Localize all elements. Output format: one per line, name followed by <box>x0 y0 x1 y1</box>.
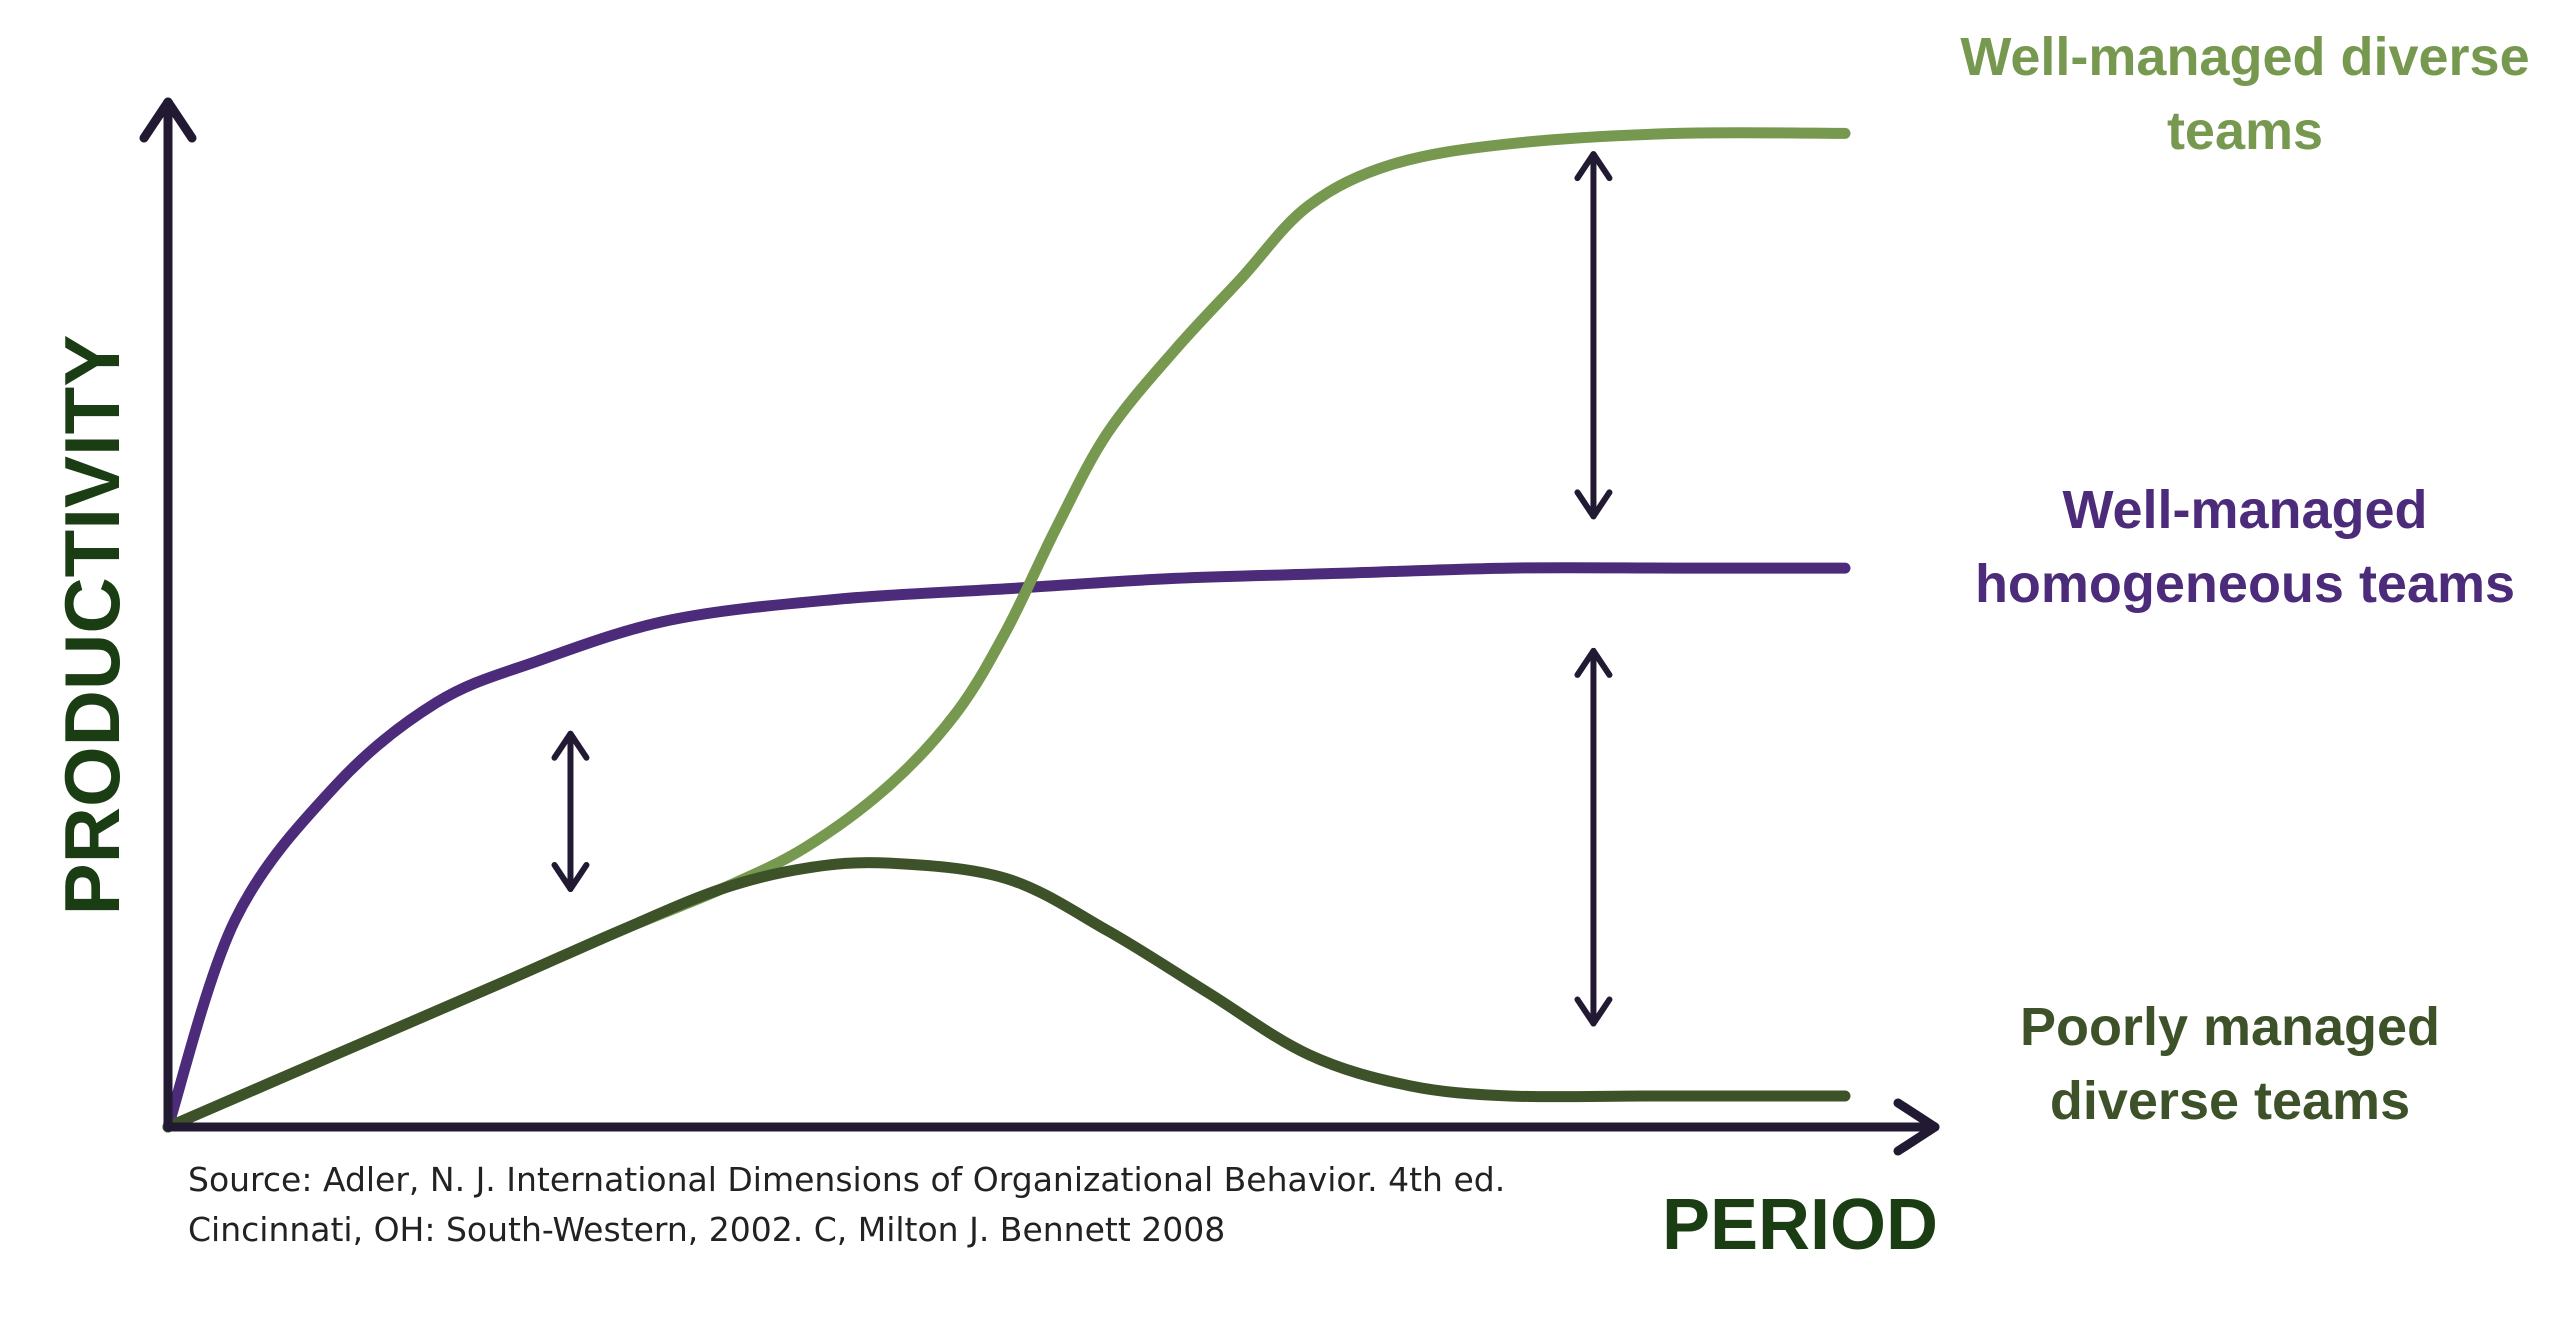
series-label-well-managed-homogeneous: Well-managed homogeneous teams <box>1915 473 2560 621</box>
series-label-line: Well-managed <box>2062 480 2428 540</box>
source-note: Source: Adler, N. J. International Dimen… <box>188 1155 1505 1255</box>
y-axis-title: PRODUCTIVITY <box>48 334 136 916</box>
series-line-poorly-managed-diverse <box>162 857 1851 1133</box>
series-label-line: Well-managed diverse <box>1960 27 2530 87</box>
series-label-poorly-managed-diverse: Poorly managed diverse teams <box>1930 990 2530 1138</box>
y-axis-arrowhead <box>139 97 197 143</box>
double-arrow-head-up <box>1574 647 1613 678</box>
series-label-line: homogeneous teams <box>1974 554 2516 614</box>
double-arrow-head-down <box>1574 996 1613 1027</box>
double-arrow-head-down <box>1574 489 1613 520</box>
x-axis-title: PERIOD <box>1662 1185 1939 1265</box>
x-axis-arrowhead <box>1893 1098 1940 1156</box>
double-arrow-head-up <box>1574 151 1613 182</box>
double-arrow-head-down <box>551 861 590 892</box>
series-label-well-managed-diverse: Well-managed diverse teams <box>1925 20 2560 168</box>
series-line-well-managed-homogeneous <box>162 562 1851 1133</box>
series-label-line: teams <box>2166 101 2324 161</box>
source-line: Source: Adler, N. J. International Dimen… <box>188 1160 1506 1199</box>
series-label-line: diverse teams <box>2049 1071 2411 1131</box>
series-label-line: Poorly managed <box>2019 997 2441 1057</box>
double-arrow-head-up <box>551 730 590 761</box>
source-line: Cincinnati, OH: South-Western, 2002. C, … <box>188 1210 1226 1249</box>
